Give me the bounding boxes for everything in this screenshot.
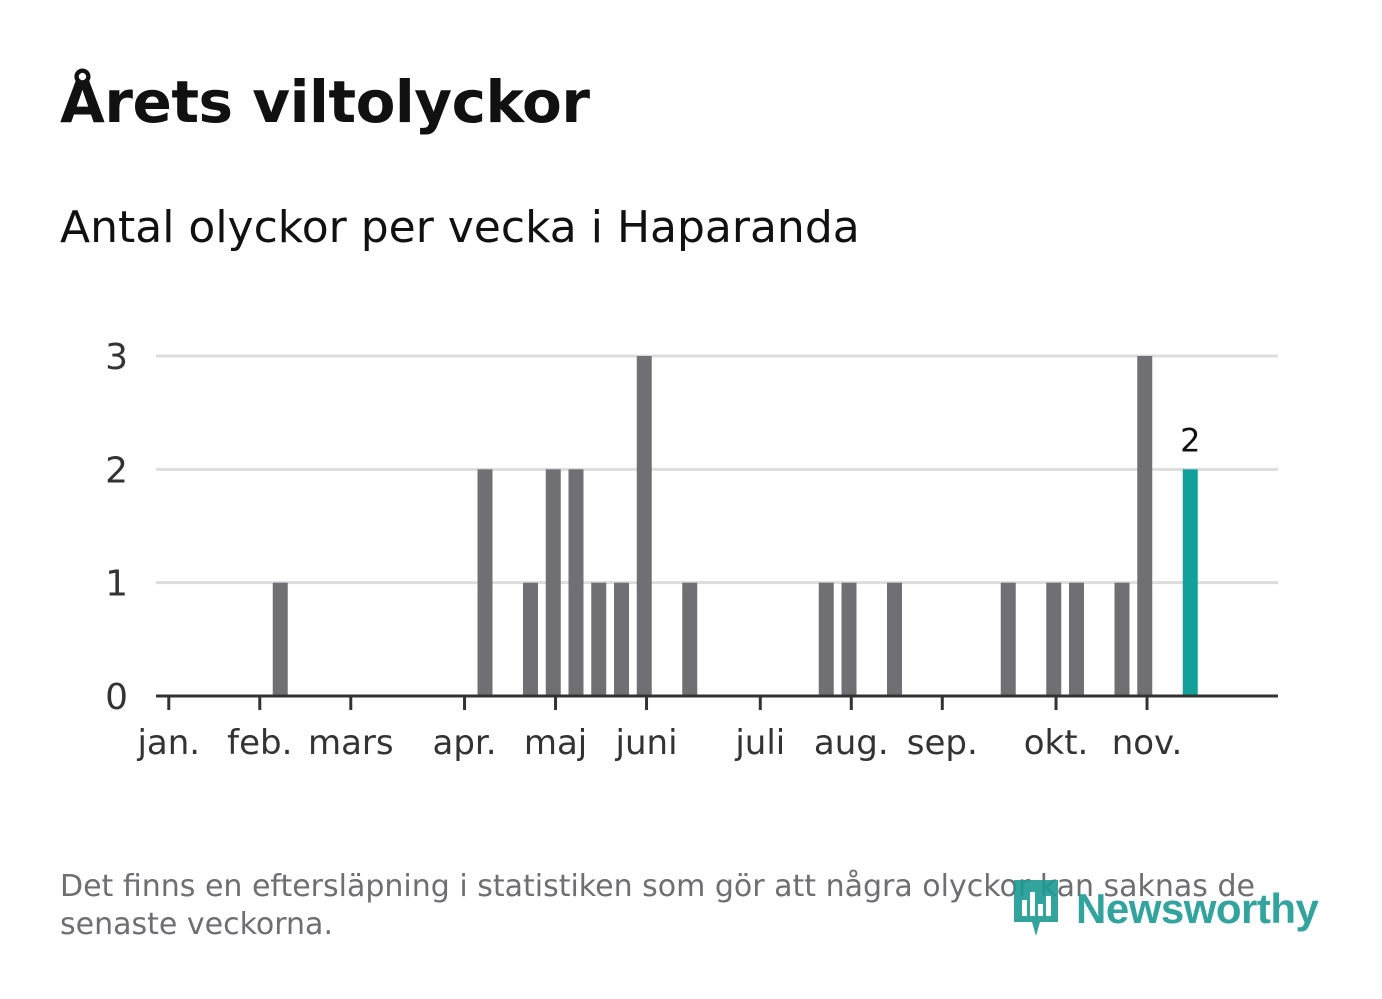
x-tick-label: maj (524, 723, 587, 763)
y-tick-label: 1 (105, 564, 128, 605)
x-tick-label: juni (615, 723, 678, 763)
bar (1069, 582, 1084, 696)
chart-title: Årets viltolyckor (60, 68, 590, 136)
bar (682, 582, 698, 696)
bar (591, 582, 607, 696)
bar (272, 582, 288, 696)
x-tick-label: mars (308, 723, 394, 763)
newsworthy-logo: Newsworthy (1010, 878, 1319, 940)
x-tick-label: jan. (136, 723, 200, 763)
bar (568, 469, 584, 696)
x-tick-label: aug. (814, 723, 889, 763)
x-tick-label: nov. (1112, 723, 1183, 763)
chart-gridlines (156, 354, 1278, 585)
bar-highlight (1182, 469, 1198, 696)
x-tick-label: feb. (227, 723, 292, 763)
bar (614, 582, 629, 696)
x-tick-label: okt. (1024, 723, 1089, 763)
x-tick-label: apr. (432, 723, 496, 763)
brand-name: Newsworthy (1076, 885, 1319, 932)
bar (1046, 582, 1062, 696)
chart-bars (272, 356, 1198, 696)
bar-chart: 0 1 2 3 2 jan. feb. mars apr. maj juni juli aug. sep.… (105, 337, 1278, 763)
chart-labels: 0 1 2 3 2 jan. feb. mars apr. maj juni juli aug. sep.… (105, 337, 1200, 763)
bar (523, 582, 538, 696)
bar (818, 582, 834, 696)
bar (887, 582, 902, 696)
y-tick-label: 2 (105, 450, 128, 491)
chart-subtitle: Antal olyckor per vecka i Haparanda (60, 202, 860, 253)
newsworthy-icon (1014, 880, 1058, 936)
x-tick-label: sep. (907, 723, 978, 763)
bar-value-label: 2 (1180, 421, 1200, 459)
bar (841, 582, 857, 696)
bar (1114, 582, 1130, 696)
chart-x-axis (156, 694, 1278, 710)
y-tick-label: 3 (105, 337, 128, 378)
bar (545, 469, 561, 696)
bar (1000, 582, 1016, 696)
bar (636, 356, 652, 696)
x-tick-label: juli (734, 723, 785, 763)
bar (477, 469, 493, 696)
y-tick-label: 0 (105, 677, 128, 718)
bar (1137, 356, 1153, 696)
